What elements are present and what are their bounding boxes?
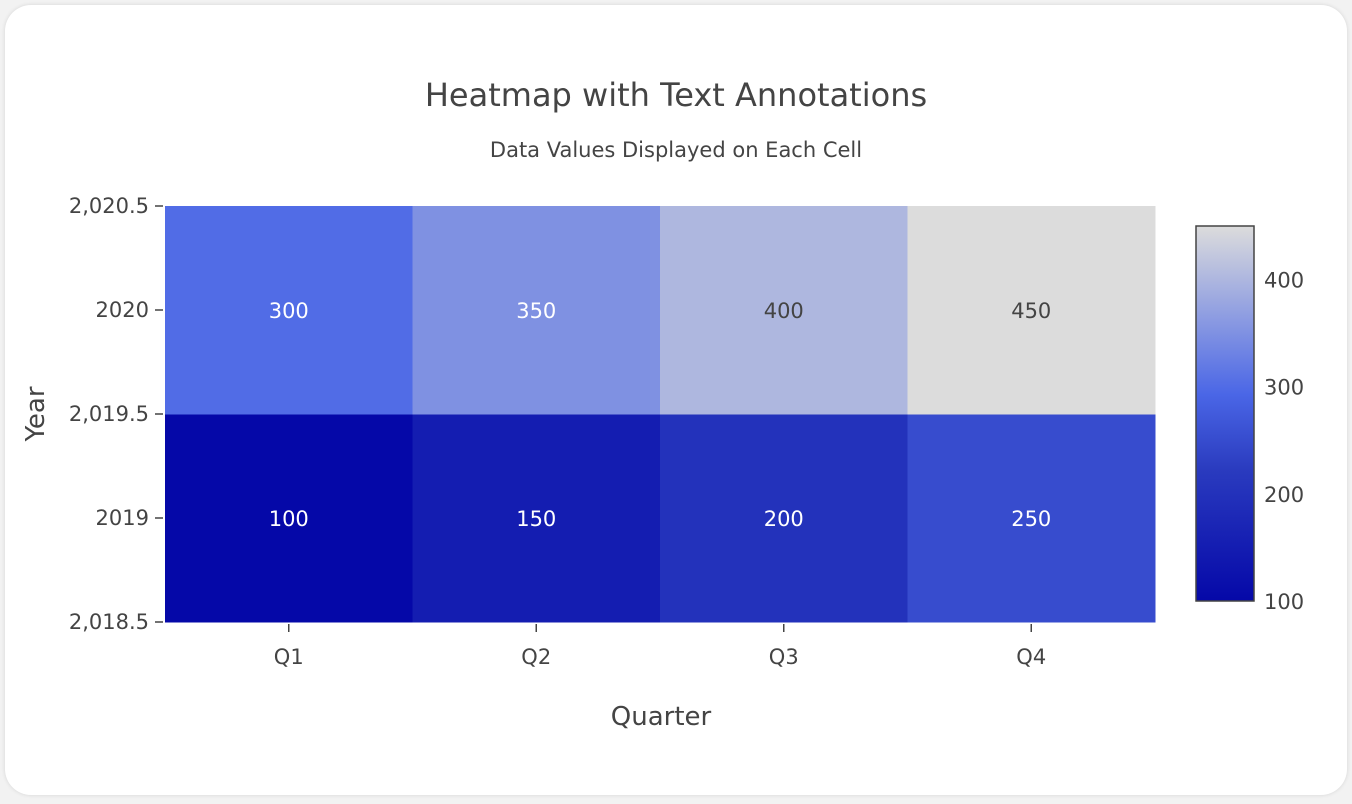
y-axis: 2,018.5 2019 2,019.5 2020 2,020.5 — [69, 194, 163, 634]
colorbar-tick-label: 100 — [1264, 590, 1304, 614]
heatmap-cell — [660, 206, 908, 415]
colorbar-tick-label: 300 — [1264, 376, 1304, 400]
colorbar-bar — [1195, 225, 1255, 602]
heatmap-cells — [165, 206, 1156, 623]
x-axis: Q1 Q2 Q3 Q4 — [274, 624, 1046, 669]
heatmap-cell — [907, 414, 1156, 623]
colorbar-tick-label: 200 — [1264, 483, 1304, 507]
cell-value-label: 350 — [516, 299, 556, 323]
heatmap-cell — [412, 414, 661, 623]
heatmap-cell — [907, 206, 1156, 415]
cell-value-label: 100 — [269, 507, 309, 531]
chart-title: Heatmap with Text Annotations — [425, 76, 927, 114]
y-tick-label: 2019 — [96, 506, 149, 530]
cell-value-label: 300 — [269, 299, 309, 323]
x-tick-label: Q1 — [274, 645, 304, 669]
y-tick-label: 2,019.5 — [69, 402, 149, 426]
heatmap-cell — [165, 206, 413, 415]
heatmap-cell — [412, 206, 661, 415]
y-tick-label: 2,018.5 — [69, 610, 149, 634]
cell-value-label: 400 — [764, 299, 804, 323]
heatmap-cell — [660, 414, 908, 623]
y-tick-label: 2,020.5 — [69, 194, 149, 218]
x-axis-title: Quarter — [611, 702, 712, 732]
cell-value-label: 200 — [764, 507, 804, 531]
y-axis-title: Year — [21, 386, 51, 442]
cell-value-label: 450 — [1011, 299, 1051, 323]
cell-value-label: 150 — [516, 507, 556, 531]
x-tick-label: Q2 — [521, 645, 551, 669]
y-tick-label: 2020 — [96, 298, 149, 322]
x-tick-label: Q3 — [769, 645, 799, 669]
heatmap-cell-labels: 100 150 200 250 300 350 400 450 — [269, 299, 1052, 531]
chart-subtitle: Data Values Displayed on Each Cell — [490, 138, 862, 162]
colorbar-tick-label: 400 — [1264, 269, 1304, 293]
heatmap-cell — [165, 414, 413, 623]
colorbar: 100 200 300 400 — [1195, 225, 1304, 614]
cell-value-label: 250 — [1011, 507, 1051, 531]
x-tick-label: Q4 — [1016, 645, 1046, 669]
